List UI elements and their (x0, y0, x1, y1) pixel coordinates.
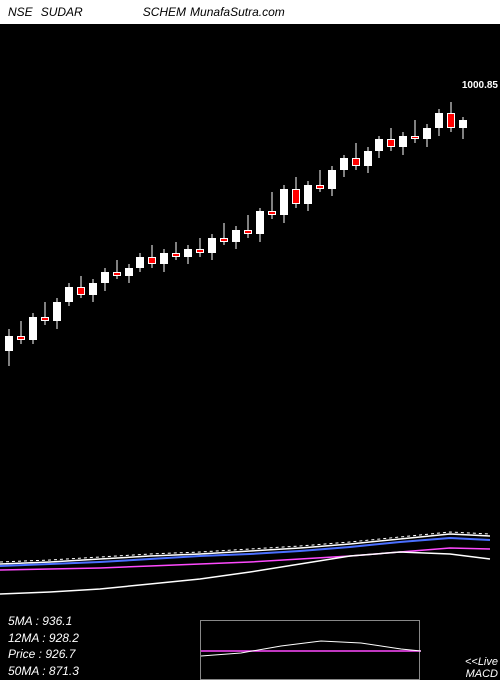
ma12-stat: 12MA : 928.2 (8, 630, 79, 647)
ticker-label: SUDAR (41, 5, 83, 19)
chart-header: NSE SUDAR SCHEM MunafaSutra.com (0, 0, 500, 24)
macd-text: MACD (465, 668, 498, 680)
price-axis-label: 1000.85 (462, 80, 498, 91)
mid-spacer (0, 374, 500, 474)
exchange-label: NSE (8, 5, 33, 19)
ma5-stat: 5MA : 936.1 (8, 613, 79, 630)
stats-block: 5MA : 936.1 12MA : 928.2 Price : 926.7 5… (8, 613, 79, 680)
macd-inset (200, 620, 420, 680)
ma50-stat: 50MA : 871.3 (8, 663, 79, 680)
indicator-panel[interactable] (0, 474, 500, 614)
indicator-lines (0, 474, 500, 614)
price-stat: Price : 926.7 (8, 646, 79, 663)
candlestick-chart[interactable]: 1000.85 (0, 94, 500, 374)
source-prefix: SCHEM (143, 5, 186, 19)
macd-live-text: <<Live (465, 656, 498, 668)
bottom-bar (0, 680, 500, 700)
inset-lines (201, 621, 421, 681)
source-label: MunafaSutra.com (190, 5, 285, 19)
top-spacer (0, 24, 500, 94)
macd-label: <<Live MACD (465, 656, 498, 680)
